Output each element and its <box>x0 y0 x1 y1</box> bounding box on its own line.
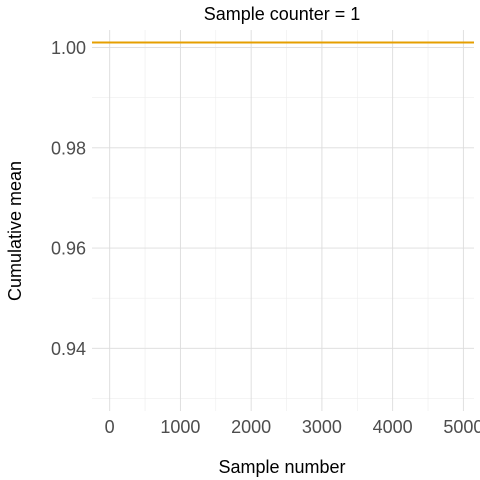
x-tick-label: 3000 <box>302 417 342 437</box>
chart-title: Sample counter = 1 <box>204 4 361 24</box>
x-tick-label: 2000 <box>231 417 271 437</box>
y-tick-label: 1.00 <box>51 38 86 58</box>
x-axis-ticks: 0 1000 2000 3000 4000 5000 <box>105 417 480 437</box>
x-tick-label: 1000 <box>160 417 200 437</box>
x-tick-label: 4000 <box>373 417 413 437</box>
x-axis-title: Sample number <box>218 457 345 477</box>
y-tick-label: 0.96 <box>51 239 86 259</box>
x-tick-label: 0 <box>105 417 115 437</box>
y-tick-label: 0.94 <box>51 339 86 359</box>
y-tick-label: 0.98 <box>51 138 86 158</box>
x-tick-label: 5000 <box>443 417 480 437</box>
y-axis-ticks: 0.94 0.96 0.98 1.00 <box>51 38 86 359</box>
grid-lines <box>92 30 474 411</box>
y-axis-title: Cumulative mean <box>5 161 25 301</box>
